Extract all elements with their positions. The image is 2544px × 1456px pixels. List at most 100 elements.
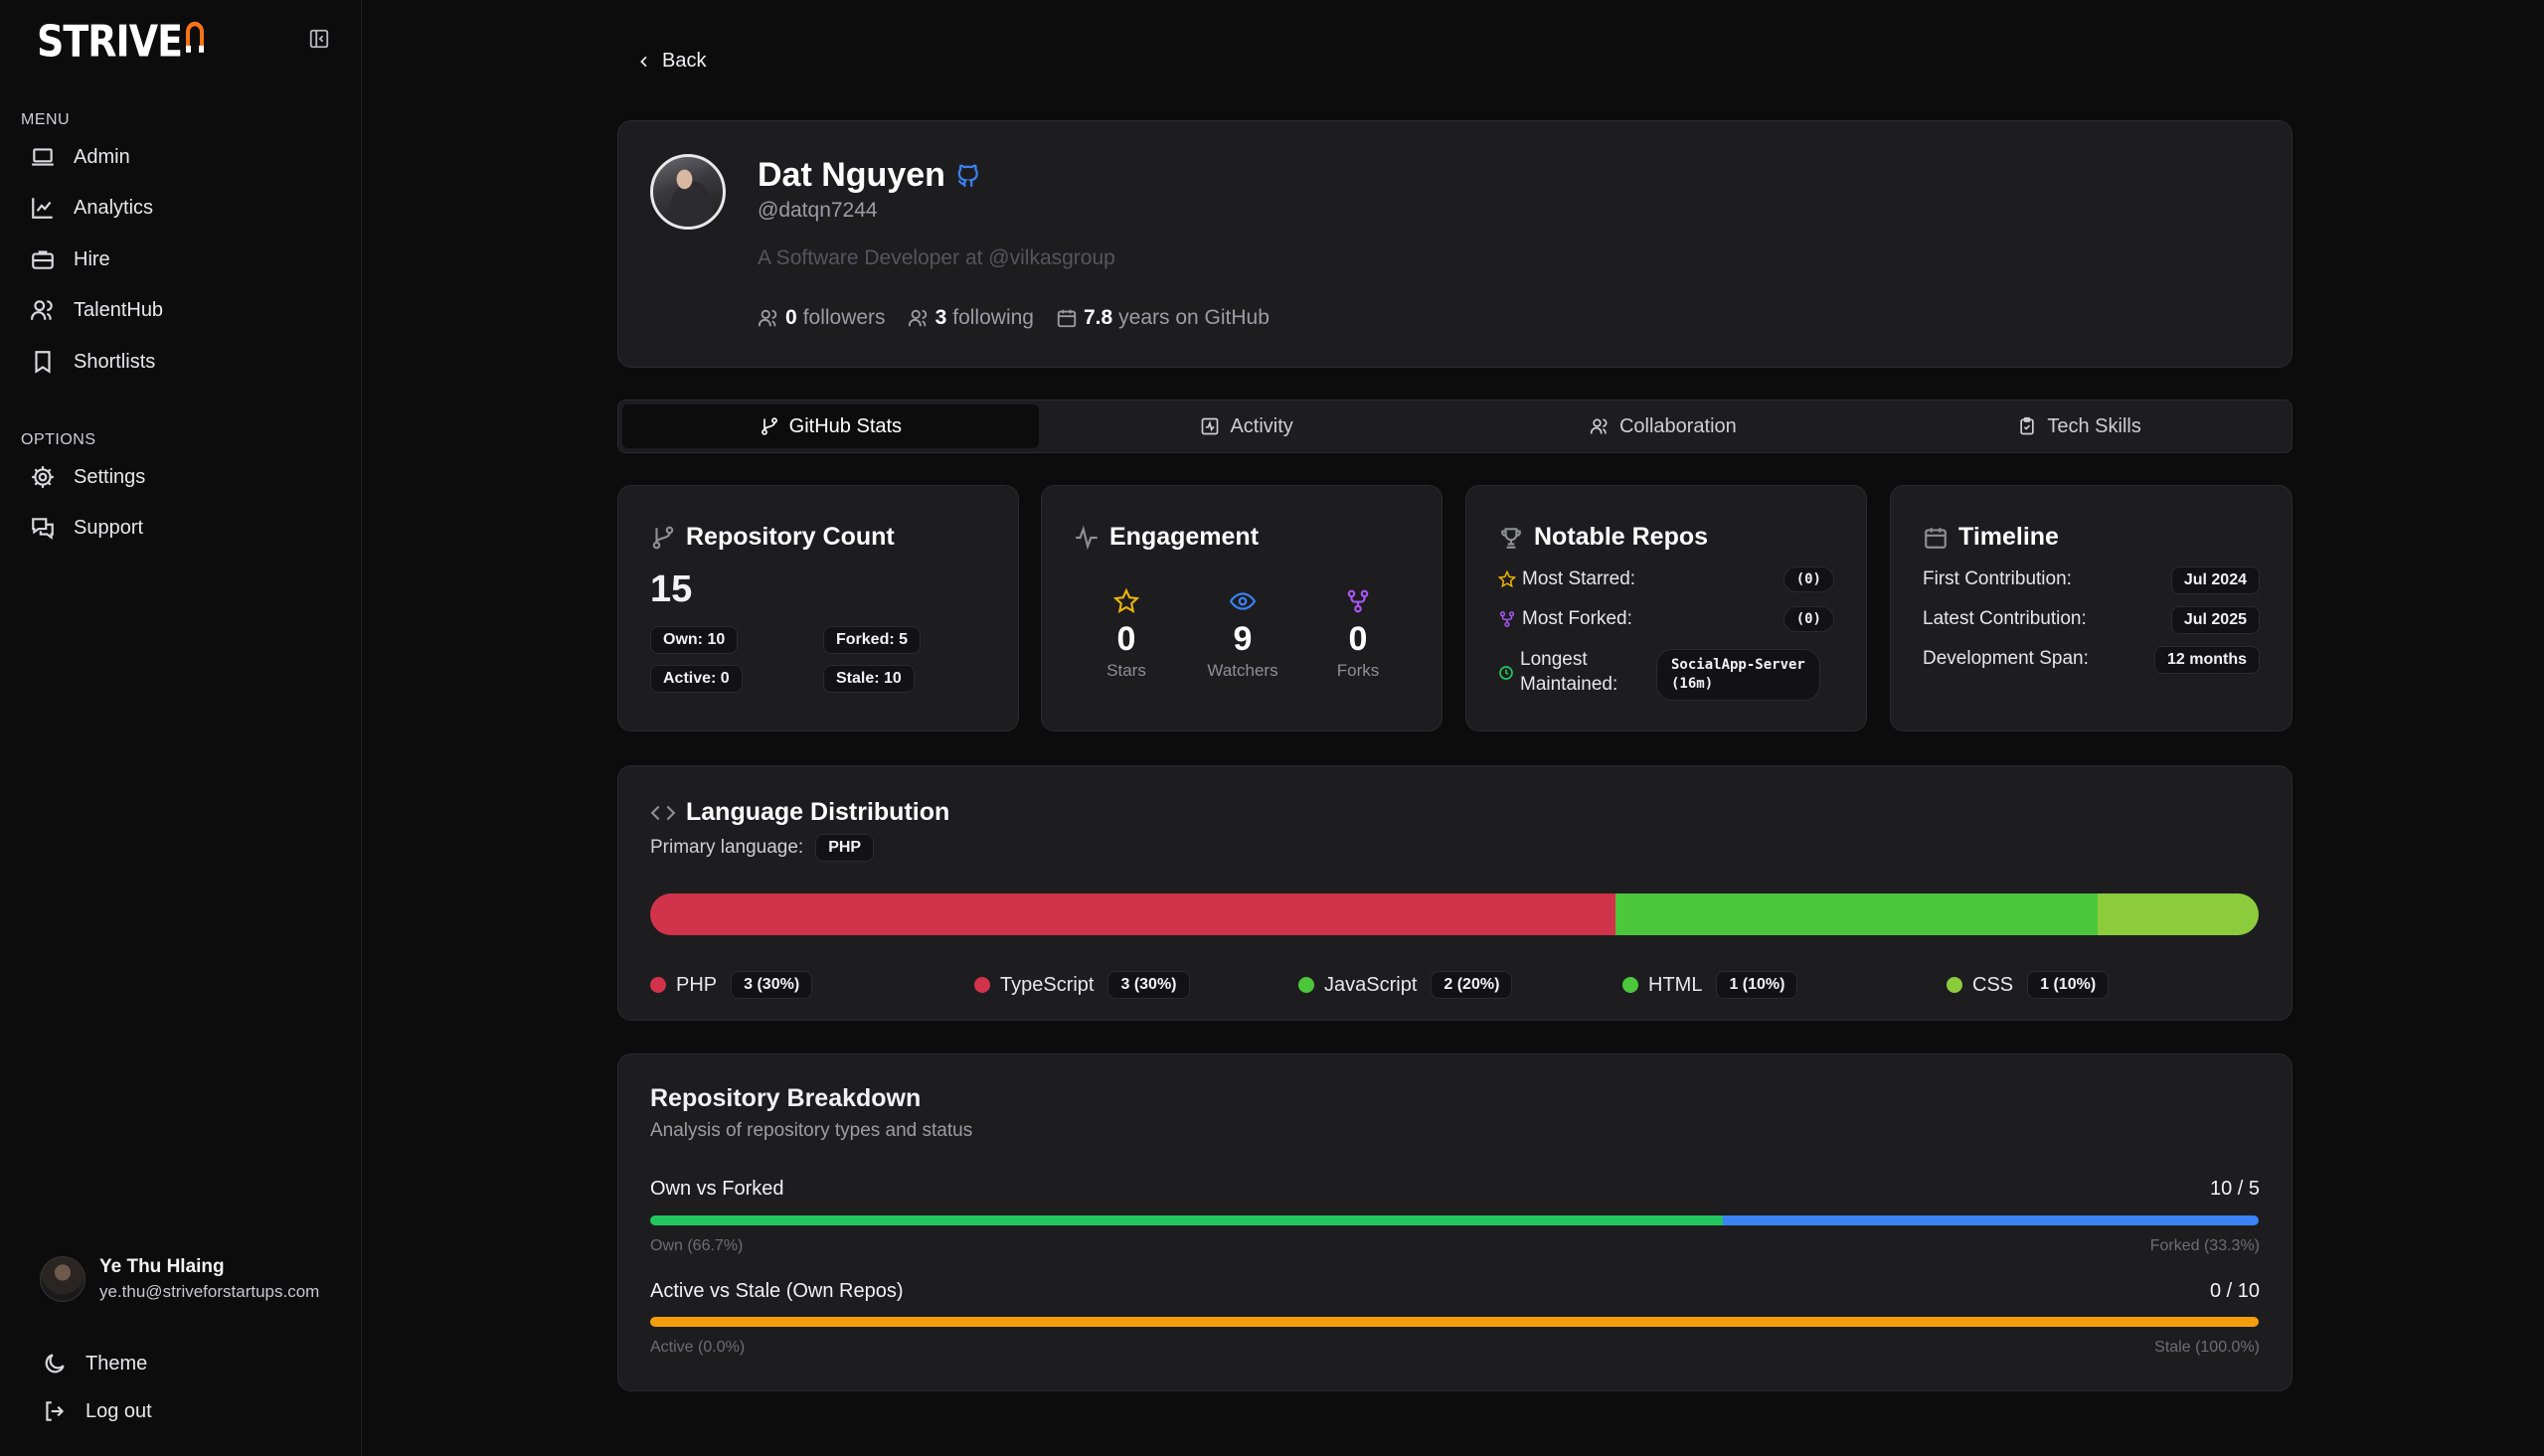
sidebar-item-label: Support (74, 516, 144, 539)
user-name: Ye Thu Hlaing (99, 1256, 225, 1277)
watchers-value: 9 (1233, 620, 1253, 658)
primary-language-value: PHP (815, 834, 875, 862)
longest-value-line-2: (16m) (1671, 675, 1714, 692)
forks-label: Forks (1336, 661, 1380, 680)
sidebar: STRIVE MENU Admin Analytics Hire TalentH… (0, 0, 362, 1456)
sidebar-item-label: Shortlists (74, 350, 156, 373)
language-count: 3 (30%) (731, 971, 813, 999)
years-count: 7.8 (1083, 306, 1113, 329)
repository-count-card: Repository Count 15 Own: 10 Forked: 5 Ac… (617, 485, 1019, 731)
active-badge: Active: 0 (650, 665, 743, 693)
users-icon (31, 300, 53, 320)
watchers-stat: 9 Watchers (1198, 588, 1287, 681)
profile-avatar (650, 154, 726, 230)
users-icon (908, 309, 927, 327)
chevron-left-icon (640, 56, 647, 67)
sidebar-item-label: TalentHub (74, 298, 164, 321)
language-name: JavaScript (1324, 973, 1418, 996)
stale-badge: Stale: 10 (823, 665, 915, 693)
followers-stat[interactable]: 0 followers (758, 306, 886, 330)
active-percent-label: Active (0.0%) (650, 1339, 746, 1356)
sidebar-item-support[interactable]: Support (30, 508, 338, 548)
language-segment (1937, 893, 2099, 935)
longest-maintained-label: Longest Maintained: (1520, 648, 1617, 697)
user-email: ye.thu@striveforstartups.com (99, 1282, 320, 1301)
tab-activity[interactable]: Activity (1039, 404, 1455, 448)
tab-label: Tech Skills (2047, 414, 2141, 437)
years-stat: 7.8 years on GitHub (1056, 306, 1270, 330)
following-stat[interactable]: 3 following (908, 306, 1034, 330)
eye-icon (1230, 592, 1256, 610)
most-forked-row: Most Forked: (1498, 608, 1632, 630)
card-title-row: Repository Count (650, 523, 895, 552)
card-title: Repository Breakdown (650, 1084, 922, 1112)
language-segment (650, 893, 1133, 935)
latest-contribution-label: Latest Contribution: (1923, 608, 2087, 629)
sidebar-item-talenthub[interactable]: TalentHub (30, 290, 338, 330)
most-starred-label: Most Starred: (1522, 568, 1636, 589)
briefcase-icon (32, 250, 54, 269)
git-fork-icon (1347, 589, 1369, 613)
back-button[interactable]: Back (636, 50, 706, 73)
first-contribution-value: Jul 2024 (2170, 566, 2260, 594)
users-icon (758, 309, 777, 327)
watchers-label: Watchers (1207, 661, 1278, 680)
users-icon (1590, 418, 1608, 434)
sidebar-item-label: Analytics (74, 196, 154, 219)
card-title: Language Distribution (686, 798, 950, 826)
strive-logo[interactable]: STRIVE (37, 16, 205, 67)
star-icon (1498, 570, 1516, 588)
logo-text: STRIVE (37, 16, 183, 67)
sidebar-item-shortlists[interactable]: Shortlists (30, 342, 338, 382)
following-label: following (952, 306, 1034, 329)
profile-handle: @datqn7244 (758, 199, 878, 222)
card-title-row: Engagement (1074, 523, 1259, 552)
language-name: CSS (1972, 973, 2014, 996)
sidebar-item-analytics[interactable]: Analytics (30, 188, 338, 228)
sidebar-item-settings[interactable]: Settings (30, 457, 338, 497)
active-vs-stale-label: Active vs Stale (Own Repos) (650, 1280, 904, 1302)
active-vs-stale-value: 0 / 10 (2209, 1280, 2260, 1302)
panel-left-icon (309, 29, 329, 49)
own-vs-forked-value: 10 / 5 (2209, 1178, 2260, 1200)
stars-label: Stars (1106, 661, 1146, 680)
chat-icon (32, 518, 54, 540)
language-legend-item: PHP 3 (30%) (650, 971, 813, 999)
user-profile[interactable]: Ye Thu Hlaing ye.thu@striveforstartups.c… (40, 1256, 319, 1302)
theme-label: Theme (85, 1352, 148, 1375)
avatar (40, 1256, 85, 1302)
engagement-card: Engagement 0 Stars 9 Watchers 0 Forks (1041, 485, 1442, 731)
sidebar-item-admin[interactable]: Admin (30, 137, 338, 177)
tab-collaboration[interactable]: Collaboration (1455, 404, 1872, 448)
trophy-icon (1501, 527, 1521, 549)
laptop-icon (32, 148, 54, 166)
language-segment (2098, 893, 2259, 935)
stale-percent-label: Stale (100.0%) (2154, 1339, 2260, 1356)
language-color-dot (650, 977, 666, 993)
most-forked-value: (0) (1782, 606, 1834, 632)
repository-breakdown-card: Repository Breakdown Analysis of reposit… (617, 1053, 2292, 1391)
sidebar-collapse-button[interactable] (306, 26, 332, 52)
tab-label: GitHub Stats (788, 414, 903, 437)
code-icon (650, 805, 676, 820)
language-bar (650, 893, 2259, 935)
card-title-row: Notable Repos (1498, 523, 1708, 552)
language-legend-item: TypeScript 3 (30%) (974, 971, 1190, 999)
language-name: HTML (1648, 973, 1703, 996)
logout-icon (46, 1401, 65, 1421)
own-badge: Own: 10 (650, 626, 739, 654)
sidebar-item-label: Settings (74, 465, 146, 488)
github-icon (957, 164, 978, 187)
moon-icon (45, 1354, 65, 1374)
tab-github-stats[interactable]: GitHub Stats (622, 404, 1039, 448)
star-icon (1113, 588, 1139, 614)
tab-label: Activity (1230, 414, 1293, 437)
language-legend-item: JavaScript 2 (20%) (1298, 971, 1513, 999)
sidebar-item-hire[interactable]: Hire (30, 240, 338, 279)
theme-toggle[interactable]: Theme (42, 1344, 350, 1383)
card-title-row: Language Distribution (650, 798, 949, 827)
logout-button[interactable]: Log out (42, 1391, 350, 1431)
tab-tech-skills[interactable]: Tech Skills (1871, 404, 2288, 448)
card-subtitle: Analysis of repository types and status (650, 1120, 973, 1141)
language-color-dot (1298, 977, 1314, 993)
